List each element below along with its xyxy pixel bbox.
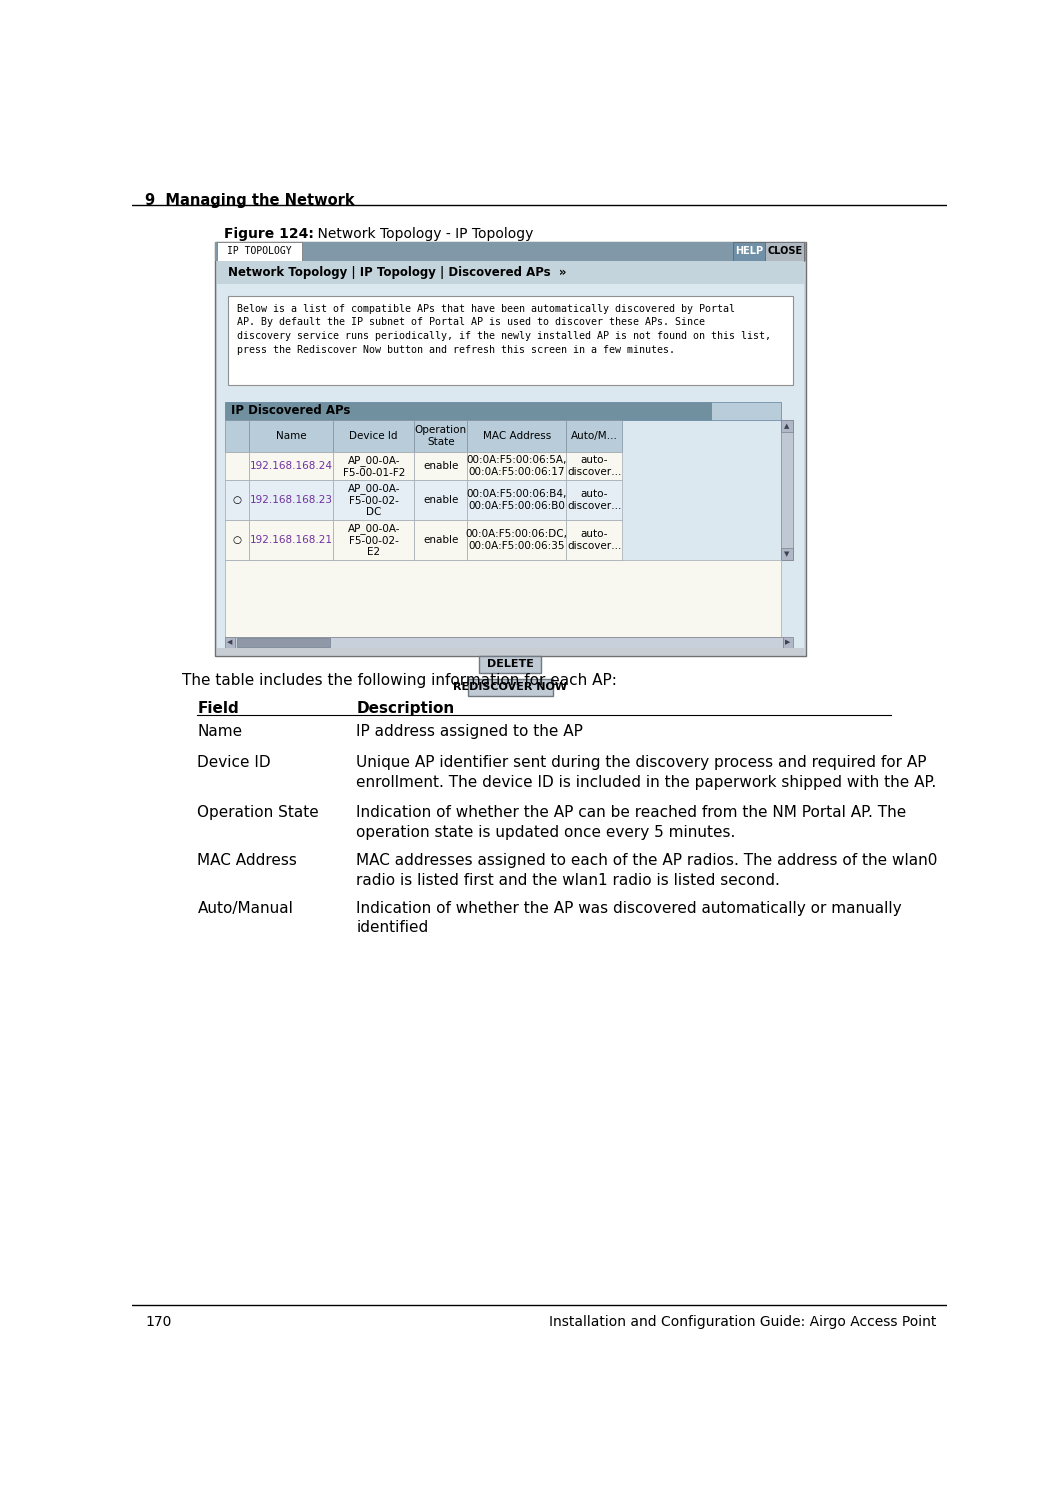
Bar xyxy=(236,637,783,648)
Text: MAC addresses assigned to each of the AP radios. The address of the wlan0
radio : MAC addresses assigned to each of the AP… xyxy=(357,853,937,888)
Text: Network Topology - IP Topology: Network Topology - IP Topology xyxy=(301,227,533,240)
Bar xyxy=(224,480,249,521)
Text: enable: enable xyxy=(423,461,459,471)
Bar xyxy=(333,521,414,560)
Bar xyxy=(566,421,622,452)
Bar xyxy=(333,480,414,521)
Text: HELP: HELP xyxy=(735,246,764,257)
Text: Indication of whether the AP was discovered automatically or manually
identified: Indication of whether the AP was discove… xyxy=(357,901,902,935)
Text: ○: ○ xyxy=(232,495,241,506)
Text: IP Discovered APs: IP Discovered APs xyxy=(230,404,350,418)
Bar xyxy=(468,679,553,695)
Text: enable: enable xyxy=(423,495,459,506)
Text: Auto/Manual: Auto/Manual xyxy=(198,901,294,916)
Text: 192.168.168.24: 192.168.168.24 xyxy=(249,461,332,471)
Bar xyxy=(566,452,622,480)
Text: Field: Field xyxy=(198,701,239,716)
Text: enable: enable xyxy=(423,536,459,545)
Text: 170: 170 xyxy=(145,1314,171,1329)
Text: Name: Name xyxy=(276,431,306,442)
Bar xyxy=(414,421,467,452)
Bar xyxy=(216,242,806,261)
Text: Indication of whether the AP can be reached from the NM Portal AP. The
operation: Indication of whether the AP can be reac… xyxy=(357,806,907,840)
Text: MAC Address: MAC Address xyxy=(198,853,298,868)
Text: Operation
State: Operation State xyxy=(414,425,467,448)
Text: 192.168.168.23: 192.168.168.23 xyxy=(249,495,332,506)
Bar xyxy=(566,480,622,521)
Text: ▲: ▲ xyxy=(785,424,790,430)
Text: Device Id: Device Id xyxy=(349,431,398,442)
Text: 192.168.168.21: 192.168.168.21 xyxy=(249,536,332,545)
Bar xyxy=(480,655,542,673)
Bar xyxy=(467,452,566,480)
Text: Operation State: Operation State xyxy=(198,806,319,821)
Text: Auto/M…: Auto/M… xyxy=(570,431,618,442)
Bar xyxy=(249,521,333,560)
Bar xyxy=(781,421,793,433)
Bar xyxy=(467,480,566,521)
Text: auto-
discover…: auto- discover… xyxy=(567,455,622,477)
Bar xyxy=(249,421,333,452)
Bar xyxy=(467,521,566,560)
Text: REDISCOVER NOW: REDISCOVER NOW xyxy=(453,682,567,692)
Bar xyxy=(711,401,781,421)
Text: AP_00-0A-
F5-00-02-
DC: AP_00-0A- F5-00-02- DC xyxy=(347,483,400,518)
Bar xyxy=(217,261,804,655)
Bar xyxy=(224,637,236,648)
Text: MAC Address: MAC Address xyxy=(483,431,551,442)
Bar xyxy=(414,480,467,521)
Text: 00:0A:F5:00:06:B4,
00:0A:F5:00:06:B0: 00:0A:F5:00:06:B4, 00:0A:F5:00:06:B0 xyxy=(466,489,567,510)
Bar xyxy=(414,452,467,480)
Bar xyxy=(414,521,467,560)
Text: Name: Name xyxy=(198,724,243,739)
Text: 00:0A:F5:00:06:5A,
00:0A:F5:00:06:17: 00:0A:F5:00:06:5A, 00:0A:F5:00:06:17 xyxy=(466,455,567,477)
Bar xyxy=(224,521,249,560)
Text: IP TOPOLOGY: IP TOPOLOGY xyxy=(227,246,291,257)
Text: IP address assigned to the AP: IP address assigned to the AP xyxy=(357,724,583,739)
Text: auto-
discover…: auto- discover… xyxy=(567,489,622,510)
Bar xyxy=(566,521,622,560)
Text: AP_00-0A-
F5-00-01-F2: AP_00-0A- F5-00-01-F2 xyxy=(343,455,405,477)
Bar xyxy=(216,242,806,656)
Bar xyxy=(224,452,249,480)
Bar xyxy=(227,295,793,385)
Bar xyxy=(766,242,804,261)
Text: 9  Managing the Network: 9 Managing the Network xyxy=(145,192,356,207)
Bar xyxy=(333,452,414,480)
Bar xyxy=(333,421,414,452)
Bar xyxy=(217,261,804,283)
Text: AP_00-0A-
F5-00-02-
E2: AP_00-0A- F5-00-02- E2 xyxy=(347,524,400,557)
Bar xyxy=(237,639,330,648)
Text: The table includes the following information for each AP:: The table includes the following informa… xyxy=(182,673,616,688)
Text: Unique AP identifier sent during the discovery process and required for AP
enrol: Unique AP identifier sent during the dis… xyxy=(357,755,936,789)
Text: ○: ○ xyxy=(232,536,241,545)
Text: Below is a list of compatible APs that have been automatically discovered by Por: Below is a list of compatible APs that h… xyxy=(237,304,771,355)
Bar xyxy=(249,480,333,521)
Bar xyxy=(249,452,333,480)
Bar xyxy=(733,242,766,261)
Text: auto-
discover…: auto- discover… xyxy=(567,530,622,551)
Bar xyxy=(467,421,566,452)
Text: Network Topology | IP Topology | Discovered APs  »: Network Topology | IP Topology | Discove… xyxy=(227,266,566,279)
Text: 00:0A:F5:00:06:DC,
00:0A:F5:00:06:35: 00:0A:F5:00:06:DC, 00:0A:F5:00:06:35 xyxy=(466,530,568,551)
Text: ▶: ▶ xyxy=(785,640,791,646)
Text: ▼: ▼ xyxy=(785,551,790,557)
Text: Figure 124:: Figure 124: xyxy=(224,227,315,240)
Bar xyxy=(781,421,793,560)
Bar xyxy=(783,637,793,648)
Bar xyxy=(224,421,249,452)
Bar xyxy=(217,648,804,655)
Text: CLOSE: CLOSE xyxy=(767,246,803,257)
Text: Device ID: Device ID xyxy=(198,755,271,770)
Text: ◀: ◀ xyxy=(227,640,232,646)
Text: Description: Description xyxy=(357,701,454,716)
Bar xyxy=(224,401,711,421)
Bar xyxy=(217,242,302,261)
Text: Installation and Configuration Guide: Airgo Access Point: Installation and Configuration Guide: Ai… xyxy=(548,1314,936,1329)
Bar xyxy=(224,560,781,637)
Text: DELETE: DELETE xyxy=(487,659,534,668)
Bar xyxy=(781,548,793,560)
